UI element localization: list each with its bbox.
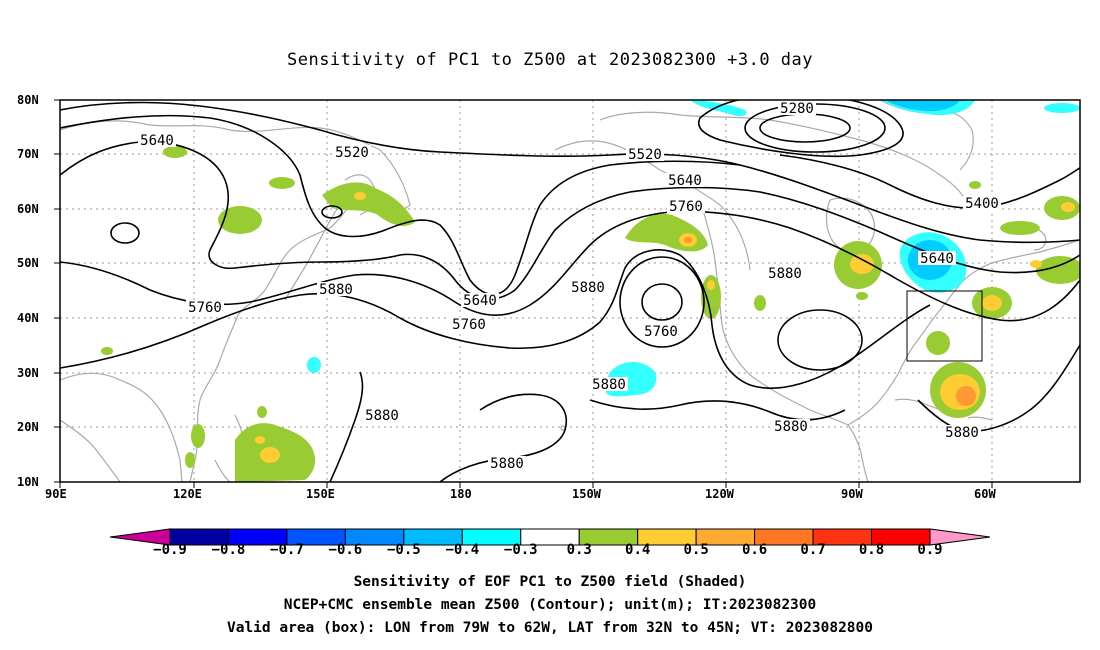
lat-label: 60N [17,202,39,216]
caption-line-3: Valid area (box): LON from 79W to 62W, L… [226,620,873,636]
colorbar-tick-label: 0.8 [858,542,885,558]
svg-text:5640: 5640 [668,173,702,189]
lon-label: 60W [974,487,996,501]
map-title: Sensitivity of PC1 to Z500 at 2023082300… [286,50,813,70]
contour-label: 5880 [569,280,607,296]
colorbar-tick-label: 0.5 [683,542,709,558]
contour-label: 5760 [450,317,488,333]
svg-text:5520: 5520 [335,145,369,161]
lon-label: 120E [173,487,202,501]
svg-text:5280: 5280 [780,101,814,117]
contour-label: 5880 [317,282,355,298]
colorbar-tick-label: −0.6 [328,542,363,558]
map-frame [59,99,1081,483]
svg-text:5880: 5880 [945,425,979,441]
contour-label-group: 5280 5640 5520 5520 5640 5760 5400 5640 … [138,101,1001,472]
contour-label: 5520 [333,145,371,161]
colorbar-tick-label: −0.3 [503,542,538,558]
lon-label: 150E [306,487,335,501]
svg-text:5760: 5760 [452,317,486,333]
contour-label: 5880 [488,456,526,472]
svg-text:5880: 5880 [319,282,353,298]
colorbar-cell [871,528,931,546]
contour-label: 5880 [943,425,981,441]
colorbar-tick-label: −0.4 [445,542,480,558]
contour-label: 5760 [642,324,680,340]
lat-label: 70N [17,147,39,161]
lon-label: 180 [450,487,472,501]
contour-label: 5880 [772,419,810,435]
contour-label: 5880 [766,266,804,282]
lat-label: 10N [17,475,39,489]
svg-text:5640: 5640 [920,251,954,267]
colorbar-tick-label: 0.3 [566,542,592,558]
contour-label: 5400 [963,196,1001,212]
svg-text:5760: 5760 [188,300,222,316]
colorbar-tick-label: −0.8 [211,542,246,558]
svg-text:5880: 5880 [571,280,605,296]
svg-text:5880: 5880 [592,377,626,393]
lat-label: 30N [17,366,39,380]
contour-label: 5640 [918,251,956,267]
svg-text:5520: 5520 [628,147,662,163]
colorbar [109,528,991,546]
svg-text:5880: 5880 [768,266,802,282]
colorbar-tick-label: 0.7 [800,542,826,558]
lat-label: 20N [17,420,39,434]
lon-label: 90W [841,487,863,501]
lon-label: 150W [572,487,601,501]
lon-label: 120W [705,487,734,501]
svg-text:5640: 5640 [140,133,174,149]
coastlines [60,100,1080,482]
axis-ticks [54,99,993,488]
svg-text:5880: 5880 [774,419,808,435]
contour-label: 5760 [186,300,224,316]
caption-line-1: Sensitivity of EOF PC1 to Z500 field (Sh… [353,574,747,590]
lat-label: 80N [17,93,39,107]
lat-label: 50N [17,256,39,270]
svg-text:5760: 5760 [669,199,703,215]
contour-label: 5640 [461,293,499,309]
contour-label: 5640 [666,173,704,189]
contour-label: 5880 [363,408,401,424]
contour-label: 5880 [590,377,628,393]
caption-line-2: NCEP+CMC ensemble mean Z500 (Contour); u… [283,597,817,613]
svg-text:5880: 5880 [490,456,524,472]
svg-text:5760: 5760 [644,324,678,340]
colorbar-tick-label: 0.9 [917,542,943,558]
svg-text:5640: 5640 [463,293,497,309]
contour-label: 5280 [778,101,816,117]
valid-area-box [906,290,983,362]
lon-label: 90E [45,487,67,501]
colorbar-tick-label: 0.4 [625,542,651,558]
contour-label: 5760 [667,199,705,215]
colorbar-tick-label: −0.5 [386,542,421,558]
colorbar-tick-label: 0.6 [741,542,768,558]
colorbar-tick-label: −0.9 [153,542,187,558]
svg-text:5880: 5880 [365,408,399,424]
colorbar-tick-label: −0.7 [270,542,304,558]
contour-label: 5640 [138,133,176,149]
contour-label: 5520 [626,147,664,163]
lat-label: 40N [17,311,39,325]
svg-text:5400: 5400 [965,196,999,212]
